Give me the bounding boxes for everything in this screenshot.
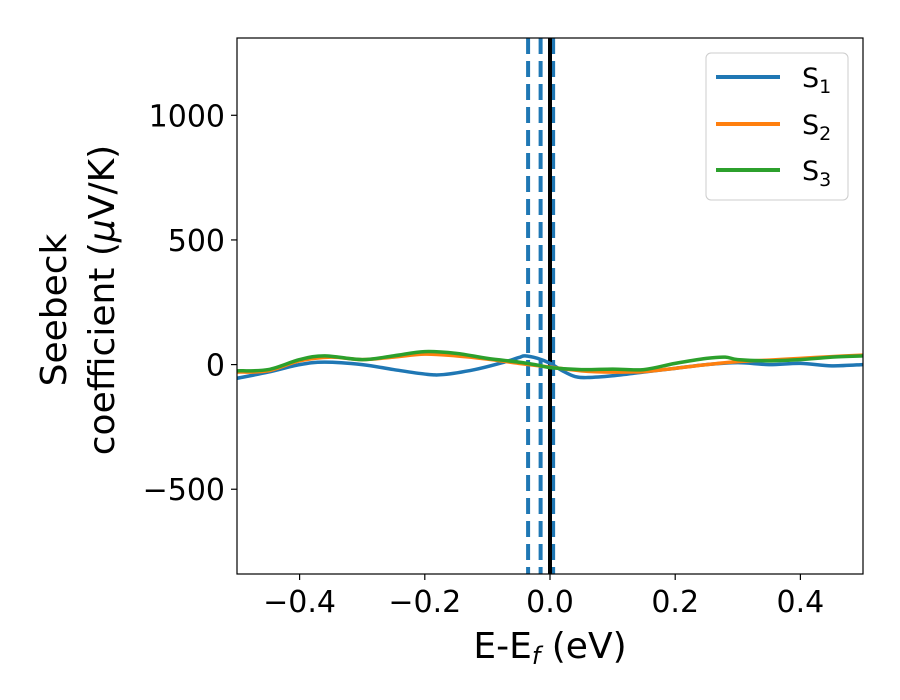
legend: S1 S2 S3	[705, 52, 849, 201]
x-tick-label: −0.4	[263, 585, 336, 620]
series-line-s3	[237, 349, 863, 373]
y-axis-ticks: −500 0 500 1000	[143, 99, 237, 508]
x-tick-label: −0.2	[388, 585, 461, 620]
x-tick-label: 0.4	[777, 585, 825, 620]
legend-label-s2: S2	[802, 110, 831, 145]
x-axis-label: E-Ef (eV)	[473, 626, 626, 670]
y-axis-label-line2: coefficient (μV/K)	[82, 145, 123, 455]
legend-label-s3: S3	[802, 156, 831, 191]
y-tick-label: 0	[206, 349, 225, 384]
legend-label-s1: S1	[802, 63, 831, 98]
legend-box	[705, 52, 849, 201]
plot-area	[237, 38, 863, 574]
y-tick-label: 1000	[149, 99, 225, 134]
x-tick-label: 0.2	[651, 585, 699, 620]
y-tick-label: 500	[168, 224, 225, 259]
y-axis-label-line1: Seebeck	[34, 233, 75, 386]
x-tick-label: 0.0	[526, 585, 574, 620]
y-tick-label: −500	[143, 473, 225, 508]
x-axis-ticks: −0.4 −0.2 0.0 0.2 0.4	[263, 574, 824, 620]
